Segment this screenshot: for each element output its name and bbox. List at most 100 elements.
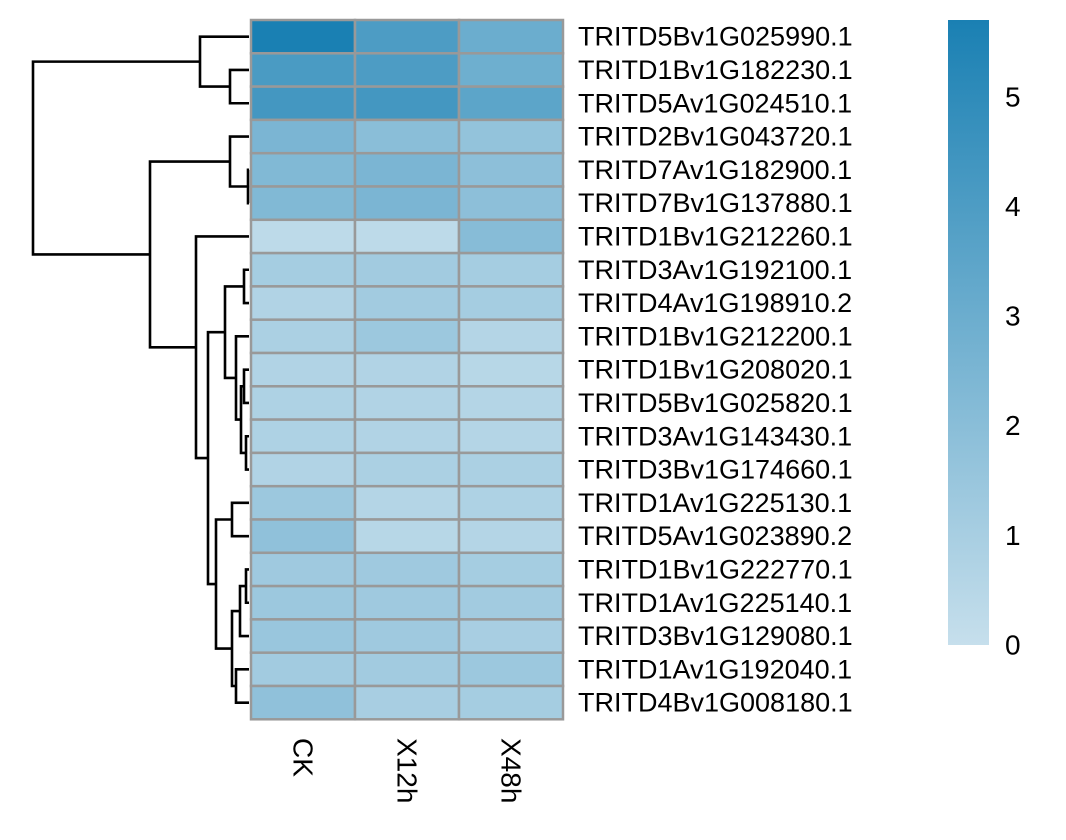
heatmap-cell xyxy=(353,151,461,188)
legend-tick-label: 4 xyxy=(1005,191,1021,222)
heatmap-cell xyxy=(457,418,565,455)
row-label: TRITD1Av1G225140.1 xyxy=(578,588,852,618)
heatmap-cell xyxy=(457,52,565,88)
column-label: CK xyxy=(288,738,319,777)
heatmap-cell xyxy=(457,385,565,421)
heatmap-cell xyxy=(249,318,357,355)
heatmap-cell xyxy=(249,118,357,155)
heatmap-cell xyxy=(249,52,357,88)
dendrogram-branch xyxy=(198,35,249,88)
heatmap-cell xyxy=(353,518,461,555)
row-label: TRITD1Bv1G212200.1 xyxy=(578,321,853,351)
heatmap-cell xyxy=(353,618,461,654)
row-label: TRITD5Av1G023890.2 xyxy=(578,521,852,551)
dendrogram-branch xyxy=(242,368,249,405)
row-label: TRITD1Bv1G182230.1 xyxy=(578,55,853,85)
heatmap-cell xyxy=(353,551,461,588)
heatmap-cell xyxy=(249,418,357,455)
heatmap-cell xyxy=(249,618,357,654)
row-label: TRITD4Bv1G008180.1 xyxy=(578,688,853,718)
heatmap-cell xyxy=(457,551,565,588)
row-label: TRITD3Av1G143430.1 xyxy=(578,421,852,451)
column-label: X48h xyxy=(496,738,527,803)
heatmap-cell xyxy=(353,52,461,88)
dendrogram-branch xyxy=(214,518,232,650)
row-label: TRITD2Bv1G043720.1 xyxy=(578,122,853,152)
heatmap-cell xyxy=(457,584,565,621)
row-label: TRITD1Av1G192040.1 xyxy=(578,654,852,684)
legend-tick-label: 3 xyxy=(1005,301,1021,332)
heatmap-cell xyxy=(249,218,357,255)
heatmap-cell xyxy=(249,518,357,555)
heatmap-cell xyxy=(249,584,357,621)
heatmap-cell xyxy=(353,584,461,621)
row-label: TRITD5Av1G024510.1 xyxy=(578,88,852,118)
heatmap-cell xyxy=(249,18,357,55)
row-label: TRITD5Bv1G025990.1 xyxy=(578,22,853,52)
column-label: X12h xyxy=(392,738,423,803)
heatmap-cell xyxy=(353,218,461,255)
heatmap-cell xyxy=(457,518,565,555)
dendrogram-branch xyxy=(238,584,249,638)
heatmap-cell xyxy=(249,385,357,421)
heatmap-cell xyxy=(457,484,565,521)
heatmap-cell xyxy=(457,151,565,188)
heatmap-cell xyxy=(457,285,565,321)
color-legend: 0 1 2 3 4 5 xyxy=(948,20,1021,661)
dendrogram-branch xyxy=(228,68,249,105)
row-label: TRITD1Bv1G212260.1 xyxy=(578,221,853,251)
row-label: TRITD7Av1G182900.1 xyxy=(578,155,852,185)
dendrogram-branch xyxy=(148,160,230,349)
heatmap-cell xyxy=(249,351,357,388)
legend-color-bar xyxy=(948,20,989,645)
heatmap-cell xyxy=(249,185,357,222)
heatmap-cell xyxy=(457,318,565,355)
row-label: TRITD5Bv1G025820.1 xyxy=(578,388,853,418)
heatmap-cell xyxy=(457,451,565,488)
heatmap-cell xyxy=(353,318,461,355)
row-labels: TRITD5Bv1G025990.1TRITD1Bv1G182230.1TRIT… xyxy=(578,22,853,718)
heatmap-cell xyxy=(457,618,565,654)
heatmap-cell xyxy=(353,185,461,222)
heatmap-cell xyxy=(457,218,565,255)
heatmap-cell xyxy=(249,651,357,688)
heatmap-cell xyxy=(249,251,357,288)
heatmap-cell xyxy=(457,85,565,122)
heatmap-cell xyxy=(353,484,461,521)
dendrogram-branch xyxy=(234,668,249,704)
dendrogram-branch xyxy=(228,135,249,188)
dendrogram-branch xyxy=(230,501,249,538)
dendrogram-branch xyxy=(234,335,249,421)
heatmap-cell xyxy=(457,118,565,155)
row-label: TRITD4Av1G198910.2 xyxy=(578,288,852,318)
dendrogram-branch xyxy=(246,168,250,205)
heatmap-cell xyxy=(457,684,565,721)
heatmap-cell xyxy=(353,385,461,421)
heatmap-cell xyxy=(353,351,461,388)
row-label: TRITD3Bv1G129080.1 xyxy=(578,621,853,651)
dendrogram-branch xyxy=(223,285,244,380)
heatmap-cell xyxy=(353,418,461,455)
row-label: TRITD3Bv1G174660.1 xyxy=(578,455,853,485)
heatmap-cells xyxy=(249,18,565,721)
heatmap-cell xyxy=(353,18,461,55)
heatmap-cell xyxy=(249,151,357,188)
row-label: TRITD1Bv1G208020.1 xyxy=(578,355,853,385)
dendrogram-branch xyxy=(242,268,249,305)
heatmap-cell xyxy=(249,285,357,321)
heatmap-cell xyxy=(249,484,357,521)
heatmap-cell xyxy=(249,451,357,488)
heatmap-cell xyxy=(249,85,357,122)
heatmap-cell xyxy=(353,684,461,721)
column-labels: CK X12h X48h xyxy=(288,738,527,803)
legend-tick-label: 0 xyxy=(1005,630,1021,661)
heatmap-cell xyxy=(457,251,565,288)
dendrogram-branch xyxy=(244,434,249,471)
legend-tick-label: 2 xyxy=(1005,410,1021,441)
dendrogram-branch xyxy=(244,568,249,605)
heatmap-cell xyxy=(353,85,461,122)
heatmap-cell xyxy=(249,551,357,588)
heatmap-cell xyxy=(249,684,357,721)
heatmap-cell xyxy=(457,351,565,388)
